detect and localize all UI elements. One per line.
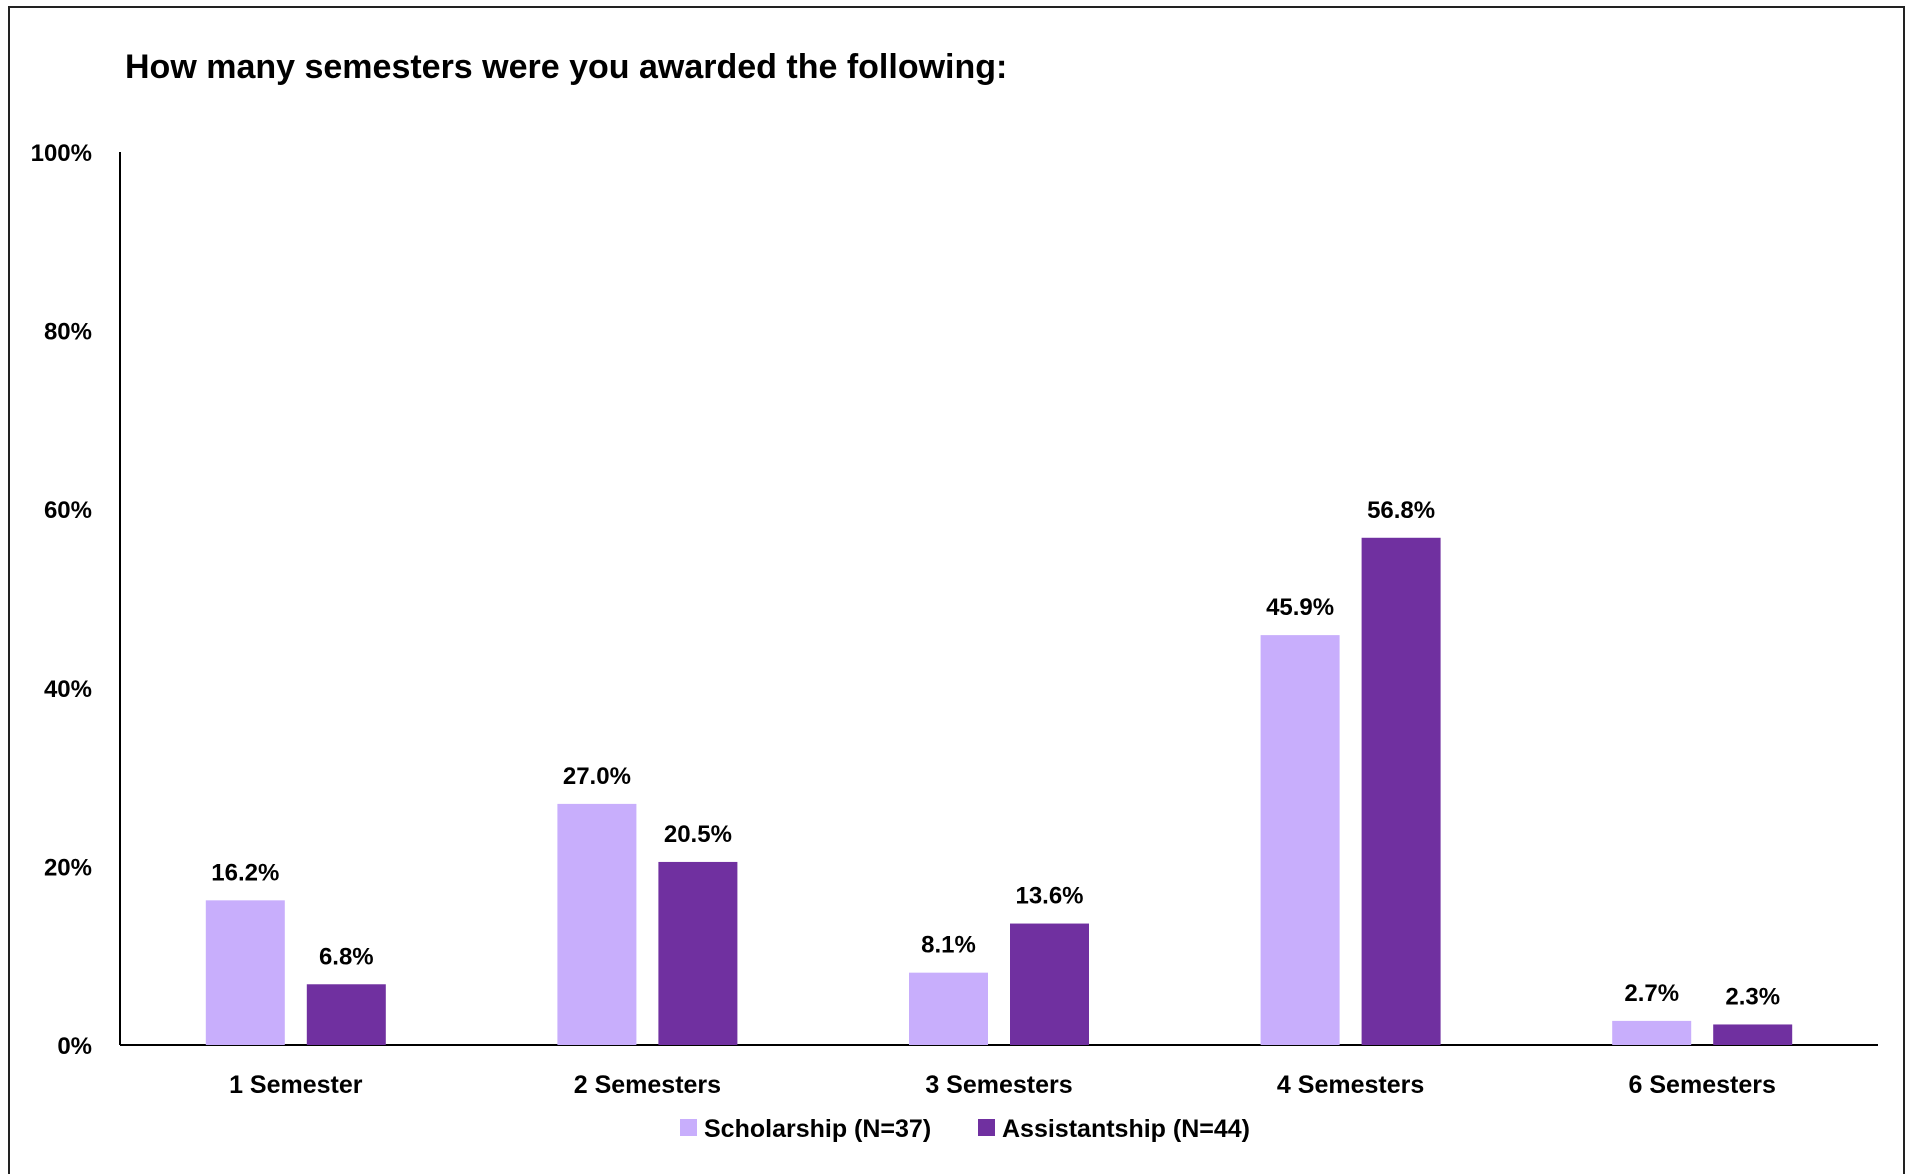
bar-assistantship xyxy=(1010,923,1089,1045)
y-tick-label: 40% xyxy=(44,676,92,703)
legend-label: Scholarship (N=37) xyxy=(704,1115,931,1143)
data-label: 8.1% xyxy=(921,932,976,959)
data-label: 27.0% xyxy=(563,763,631,790)
data-label: 56.8% xyxy=(1367,497,1435,524)
y-tick-label: 100% xyxy=(31,140,92,167)
x-axis: 1 Semester 2 Semesters 3 Semesters 4 Semest… xyxy=(120,1044,1878,1099)
bar-scholarship xyxy=(909,972,988,1045)
bar-scholarship xyxy=(557,803,637,1045)
x-tick-label: 6 Semesters xyxy=(1629,1071,1776,1099)
bar-assistantship xyxy=(658,861,738,1045)
x-tick-label: 2 Semesters xyxy=(574,1071,721,1099)
bar-scholarship xyxy=(205,900,285,1045)
data-label: 2.7% xyxy=(1624,980,1679,1007)
data-label: 6.8% xyxy=(319,943,374,970)
data-label: 16.2% xyxy=(211,859,279,886)
y-axis: 0% 20% 40% 60% 80% 100% xyxy=(31,140,121,1060)
legend-swatch xyxy=(680,1119,697,1136)
y-tick-label: 0% xyxy=(57,1033,92,1060)
bars: 16.2% 27.0% 8.1% 45.9% 2.7% 6.8% 20.5% 13.6% 56.… xyxy=(205,497,1793,1045)
chart-title: How many semesters were you awarded the … xyxy=(125,48,1007,86)
legend-swatch xyxy=(978,1119,995,1136)
legend: Scholarship (N=37) Assistantship (N=44) xyxy=(680,1115,1250,1143)
data-label: 2.3% xyxy=(1725,983,1780,1010)
x-tick-label: 4 Semesters xyxy=(1277,1071,1424,1099)
x-tick-label: 1 Semester xyxy=(229,1071,363,1099)
bar-scholarship xyxy=(1612,1020,1692,1045)
legend-label: Assistantship (N=44) xyxy=(1002,1115,1250,1143)
bar-scholarship xyxy=(1260,635,1340,1045)
bar-assistantship xyxy=(1361,537,1441,1045)
bar-assistantship xyxy=(306,984,386,1045)
y-tick-label: 20% xyxy=(44,854,92,881)
data-label: 20.5% xyxy=(664,821,732,848)
y-tick-label: 80% xyxy=(44,319,92,346)
y-tick-label: 60% xyxy=(44,497,92,524)
data-label: 45.9% xyxy=(1266,594,1334,621)
data-label: 13.6% xyxy=(1015,883,1083,910)
x-tick-label: 3 Semesters xyxy=(925,1071,1072,1099)
bar-assistantship xyxy=(1713,1024,1793,1045)
